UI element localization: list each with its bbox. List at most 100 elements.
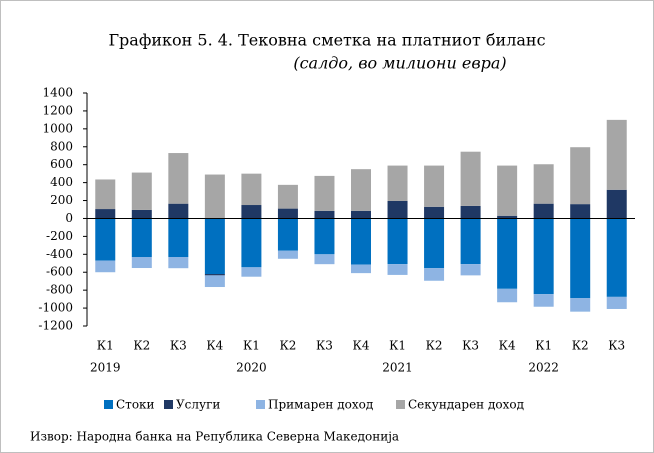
bar-segment: [351, 210, 371, 219]
bar-segment: [424, 268, 445, 281]
bar-segment: [351, 264, 371, 274]
bar-segment: [277, 218, 298, 251]
bar-segment: [460, 264, 481, 276]
x-tick-label: К3: [462, 339, 479, 353]
legend-label: Стоки: [116, 398, 155, 412]
bar-segment: [314, 175, 335, 211]
x-tick-label: К3: [608, 339, 625, 353]
bar-segment: [533, 203, 554, 219]
bar-segment: [387, 264, 408, 275]
y-tick-label: -200: [46, 229, 73, 243]
x-tick-label: К1: [97, 339, 114, 353]
bar-segment: [131, 256, 152, 269]
y-tick-label: 1400: [42, 86, 73, 100]
x-tick-label: К4: [206, 339, 223, 353]
legend-label: Примарен доход: [268, 398, 373, 412]
bar-segment: [95, 179, 116, 210]
y-tick-label: -400: [46, 247, 73, 261]
bar-segment: [570, 204, 591, 219]
y-tick-label: 400: [50, 175, 73, 189]
bar-segment: [241, 173, 262, 206]
y-tick-label: -1200: [38, 319, 73, 333]
bar-segment: [460, 151, 481, 206]
y-tick-label: -1000: [38, 301, 73, 315]
x-tick-label: К2: [279, 339, 296, 353]
year-label: 2019: [90, 361, 121, 375]
bar-segment: [241, 205, 262, 219]
bar-segment: [241, 267, 262, 277]
bar-segment: [606, 218, 627, 297]
bar-segment: [131, 172, 152, 210]
bar-segment: [497, 288, 518, 303]
bar-segment: [277, 184, 298, 209]
bar-segment: [387, 218, 408, 265]
bar-segment: [533, 218, 554, 295]
bar-segment: [351, 169, 371, 211]
bar-segment: [460, 218, 481, 265]
y-tick-label: 200: [50, 193, 73, 207]
bar-segment: [570, 218, 591, 299]
legend-swatch: [164, 400, 173, 409]
x-tick-label: К1: [389, 339, 406, 353]
bar-segment: [168, 153, 189, 204]
y-tick-label: 600: [50, 157, 73, 171]
bar-segment: [570, 298, 591, 312]
bar-segment: [241, 218, 262, 268]
bar-segment: [95, 218, 116, 261]
bar-segment: [460, 205, 481, 219]
x-tick-label: К1: [535, 339, 552, 353]
x-tick-label: К4: [353, 339, 370, 353]
bar-segment: [204, 275, 225, 288]
bar-segment: [351, 218, 371, 265]
bar-segment: [131, 218, 152, 257]
bar-segment: [204, 274, 225, 276]
bar-segment: [168, 256, 189, 269]
bar-segment: [204, 218, 225, 275]
y-tick-label: 1000: [42, 121, 73, 135]
bar-segment: [606, 119, 627, 190]
year-label: 2022: [528, 361, 559, 375]
bar-segment: [533, 294, 554, 307]
x-tick-label: К1: [243, 339, 260, 353]
legend-label: Секундарен доход: [408, 398, 524, 412]
x-tick-label: К4: [499, 339, 516, 353]
chart-title: Графикон 5. 4. Тековна сметка на платнио…: [108, 31, 545, 50]
x-tick-label: К2: [572, 339, 589, 353]
legend-swatch: [104, 400, 113, 409]
bar-segment: [131, 209, 152, 219]
bar-segment: [424, 206, 445, 219]
bar-segment: [424, 218, 445, 269]
legend-label: Услуги: [176, 398, 220, 412]
bar-segment: [314, 210, 335, 219]
y-tick-label: 800: [50, 139, 73, 153]
bar-segment: [570, 147, 591, 205]
bar-segment: [606, 189, 627, 219]
bar-segment: [277, 250, 298, 259]
y-tick-label: 1200: [42, 103, 73, 117]
legend-swatch: [256, 400, 265, 409]
bar-segment: [277, 208, 298, 219]
bar-segment: [424, 165, 445, 207]
bar-segment: [387, 200, 408, 219]
bar-segment: [533, 164, 554, 204]
y-tick-label: -800: [46, 283, 73, 297]
bar-segment: [606, 296, 627, 309]
bar-segment: [497, 165, 518, 216]
chart-subtitle: (салдо, во милиони евра): [293, 54, 506, 73]
bar-segment: [314, 254, 335, 265]
bar-segment: [497, 218, 518, 289]
x-tick-label: К2: [426, 339, 443, 353]
source: Извор: Народна банка на Република Северн…: [30, 430, 399, 444]
legend-swatch: [396, 400, 405, 409]
bar-segment: [387, 165, 408, 201]
bar-segment: [497, 215, 518, 219]
bar-segment: [95, 209, 116, 219]
y-tick-label: -600: [46, 265, 73, 279]
bar-segment: [314, 218, 335, 255]
x-tick-label: К3: [170, 339, 187, 353]
year-label: 2021: [382, 361, 413, 375]
y-tick-label: 0: [65, 211, 73, 225]
x-tick-label: К2: [133, 339, 150, 353]
